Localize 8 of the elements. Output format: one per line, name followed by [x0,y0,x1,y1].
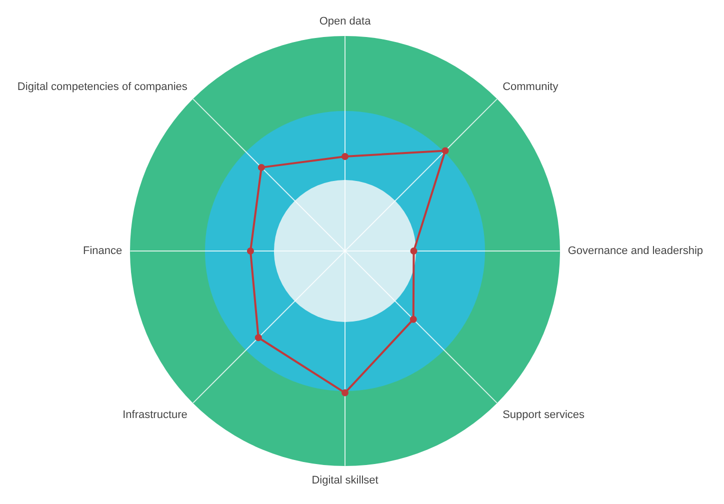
spoke-label: Support services [502,409,586,422]
spoke-label: Digital competencies of companies [17,80,188,93]
spoke-label: Infrastructure [122,409,188,422]
spoke-label: Digital skillset [312,474,378,486]
spoke-label: Finance [83,245,122,258]
spoke-label: Open data [319,16,372,28]
spoke-label: Community [502,80,559,93]
spoke-label: Governance and leadership [568,245,704,258]
